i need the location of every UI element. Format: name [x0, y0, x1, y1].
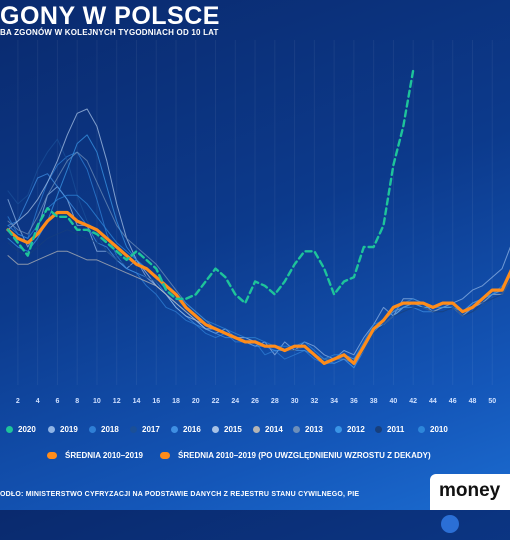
x-tick-label: 50: [488, 398, 496, 405]
series-line-2018: [7, 151, 510, 369]
x-tick-label: 42: [409, 398, 417, 405]
x-tick-label: 44: [429, 398, 437, 405]
series-line--rednia-2010-2019: [6, 210, 510, 365]
series-line-2012: [7, 134, 510, 364]
x-tick-label: 8: [75, 398, 79, 405]
x-tick-label: 28: [271, 398, 279, 405]
legend-swatch-adjusted: [160, 452, 170, 459]
legend-swatch: [89, 426, 96, 433]
legend-swatch: [48, 426, 55, 433]
legend-swatch: [130, 426, 137, 433]
x-tick-label: 4: [36, 398, 40, 405]
x-tick-label: 30: [291, 398, 299, 405]
legend-swatch: [293, 426, 300, 433]
logo-text: money: [439, 480, 501, 501]
legend-label: 2011: [387, 425, 405, 434]
x-tick-label: 6: [55, 398, 59, 405]
x-tick-label: 12: [113, 398, 121, 405]
chart-subtitle: BA ZGONÓW W KOLEJNYCH TYGODNIACH OD 10 L…: [0, 28, 219, 37]
legend-label: 2020: [18, 425, 36, 434]
legend-item-2013: 2013: [293, 425, 323, 434]
x-tick-label: 18: [172, 398, 180, 405]
legend-label: 2010: [430, 425, 448, 434]
x-tick-label: 38: [370, 398, 378, 405]
legend-label-adjusted: ŚREDNIA 2010–2019 (PO UWZGLĘDNIENIU WZRO…: [178, 451, 431, 460]
legend-label: 2013: [305, 425, 323, 434]
series-line-2017: [7, 138, 510, 364]
legend-item-2016: 2016: [171, 425, 201, 434]
legend-item-2011: 2011: [375, 425, 404, 434]
legend-item-2019: 2019: [48, 425, 78, 434]
legend-swatch: [335, 426, 342, 433]
legend-swatch: [212, 426, 219, 433]
legend-item-2012: 2012: [335, 425, 365, 434]
series-line-2016: [7, 173, 510, 369]
legend-item-2018: 2018: [89, 425, 119, 434]
chart-title: GONY W POLSCE: [0, 2, 220, 30]
legend-label: 2017: [142, 425, 160, 434]
legend-item-2014: 2014: [253, 425, 283, 434]
logo-mark-icon: [441, 514, 459, 533]
legend-label: 2018: [101, 425, 119, 434]
x-tick-label: 22: [212, 398, 220, 405]
x-tick-label: 26: [251, 398, 259, 405]
legend-item-2020: 2020: [6, 425, 36, 434]
x-tick-label: 24: [231, 398, 239, 405]
legend-swatch: [171, 426, 178, 433]
x-tick-label: 20: [192, 398, 200, 405]
line-chart: 2 4 6 8 10 12 14 16 18 20 22 24 26 28 30 32 34 36 38 40 42 44…: [6, 69, 510, 405]
x-tick-label: 10: [93, 398, 101, 405]
x-tick-label: 36: [350, 398, 358, 405]
x-tick-label: 14: [133, 398, 141, 405]
legend-swatch: [375, 426, 382, 433]
x-tick-label: 2: [16, 398, 20, 405]
legend-item-2015: 2015: [212, 425, 242, 434]
x-tick-label: 32: [310, 398, 318, 405]
series-line-2020: [6, 69, 415, 305]
legend-label: 2019: [60, 425, 78, 434]
series-line-2015: [7, 108, 510, 364]
legend-label: 2014: [265, 425, 283, 434]
legend-swatch: [6, 426, 13, 433]
x-tick-label: 48: [469, 398, 477, 405]
legend-item-2010: 2010: [418, 425, 448, 434]
source-note: ODŁO: MINISTERSTWO CYFRYZACJI NA PODSTAW…: [0, 491, 360, 498]
x-tick-label: 40: [390, 398, 398, 405]
legend-swatch: [418, 426, 425, 433]
legend-label: 2016: [183, 425, 201, 434]
legend-label: 2015: [224, 425, 242, 434]
legend-swatch-average: [47, 452, 57, 459]
x-tick-label: 34: [330, 398, 338, 405]
legend-label: 2012: [347, 425, 365, 434]
x-tick-label: 46: [449, 398, 457, 405]
legend-item-adjusted: ŚREDNIA 2010–2019 (PO UWZGLĘDNIENIU WZRO…: [160, 451, 431, 460]
x-tick-label: 16: [152, 398, 160, 405]
money-logo: money: [430, 474, 510, 533]
legend-item-2017: 2017: [130, 425, 160, 434]
legend-label-average: ŚREDNIA 2010–2019: [65, 451, 143, 460]
legend-item-average: ŚREDNIA 2010–2019: [47, 451, 143, 460]
legend-swatch: [253, 426, 260, 433]
